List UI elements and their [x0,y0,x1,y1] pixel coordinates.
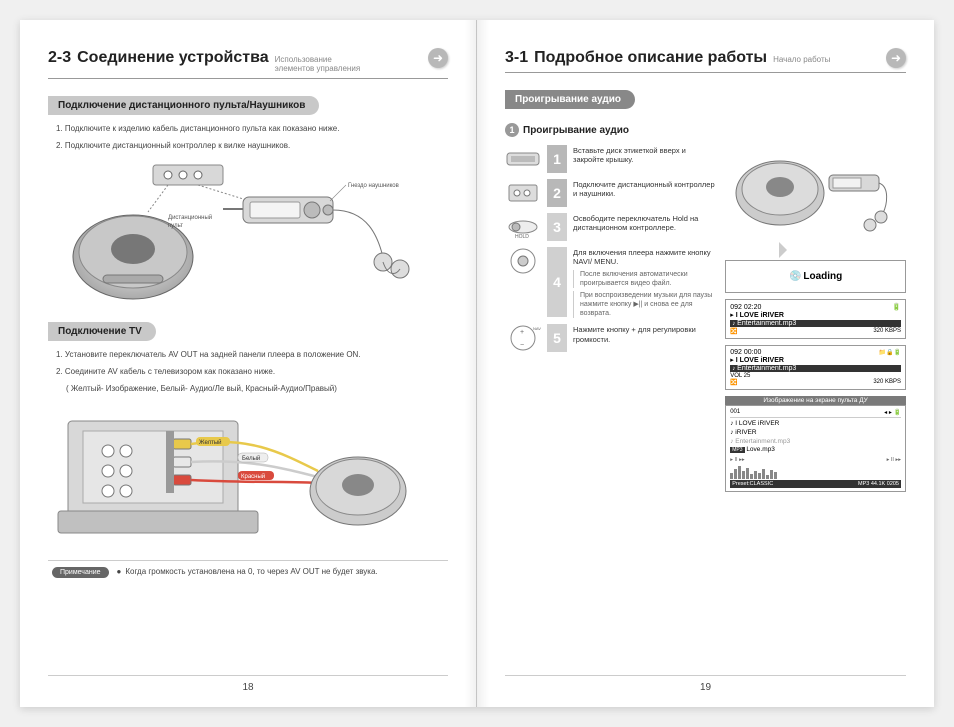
section-title: Соединение устройства [77,49,269,67]
step-num-1: 1 [547,145,567,173]
step4-sub2: При воспроизведении музыки для паузы наж… [573,291,717,318]
device-illustration [725,145,895,235]
page-19: 3-1 Подробное описание работы Начало раб… [477,20,934,707]
section-bar-tv: Подключение TV [48,322,156,341]
svg-text:NAVI: NAVI [533,326,541,331]
svg-text:Белый: Белый [242,455,260,462]
step-text-5: Нажмите кнопку + для регулировки громкос… [573,324,717,344]
svg-text:Красный: Красный [241,473,265,480]
step-2: 2 Подключите дистанционный контроллер и … [505,179,717,207]
screen-loading: 💿 Loading [725,260,906,293]
svg-text:пульт: пульт [168,223,183,229]
svg-text:−: − [520,342,524,349]
svg-text:Желтый: Желтый [199,439,222,446]
step-text-3: Освободите переключатель Hold на дистанц… [573,213,717,233]
step-num-4: 4 [547,247,567,317]
instr-2-3: ( Желтый- Изображение, Белый- Аудио/Ле в… [66,383,448,394]
header-left: 2-3 Соединение устройства Использование … [48,48,448,79]
subhead-num: 1 [505,123,519,137]
subhead-row: 1 Проигрывание аудио [505,123,906,137]
svg-text:HOLD: HOLD [515,234,529,239]
step-text-4: Для включения плеера нажмите кнопку NAVI… [573,247,717,318]
page-spread: 2-3 Соединение устройства Использование … [20,20,934,707]
illustration-tv: Желтый Белый Красный [48,401,448,546]
step-5: + − NAVI 5 Нажмите кнопку + для регулировк… [505,324,717,352]
instr-1-2: 2. Подключите дистанционный контроллер к… [56,140,448,151]
svg-text:+: + [520,329,524,336]
instr-2-2: 2. Соедините AV кабель с телевизором как… [56,366,448,377]
step-4: 4 Для включения плеера нажмите кнопку NA… [505,247,717,318]
screen-list: 001◂ ▸ 🔋 ♪ I LOVE iRIVER ♪ iRIVER ♪ Ente… [725,405,906,492]
steps-column: 1 Вставьте диск этикеткой вверх и закрой… [505,145,717,498]
step-3: HOLD 3 Освободите переключатель Hold на … [505,213,717,241]
subhead-text: Проигрывание аудио [523,125,629,136]
screen-play-b: 092 00:00📁🔒🔋 ▸ I LOVE iRIVER ♪ Entertain… [725,345,906,390]
label-remote: Дистанционный [168,214,212,221]
step-num-2: 2 [547,179,567,207]
step-text-2: Подключите дистанционный контроллер и на… [573,179,717,199]
section-number: 2-3 [48,49,71,67]
screens-column: 💿 Loading 092 02:20🔋 ▸ I LOVE iRIVER ♪ E… [725,145,906,498]
step-num-5: 5 [547,324,567,352]
section-number-r: 3-1 [505,49,528,67]
note-row: Примечание ● Когда громкость установлена… [52,567,448,578]
screen-caption: Изображение на экране пульта ДУ [725,396,906,405]
section-bar-audio: Проигрывание аудио [505,90,635,109]
illustration-remote: Дистанционный пульт Гнездо наушников [48,157,448,307]
note-text: Когда громкость установлена на 0, то чер… [125,567,377,576]
header-sub2: элементов управления [275,65,361,74]
instr-2-1: 1. Установите переключатель AV OUT на за… [56,349,448,360]
header-sub-r: Начало работы [773,55,830,64]
instr-1-1: 1. Подключите к изделию кабель дистанцио… [56,123,448,134]
note-pill: Примечание [52,567,109,578]
page-number-left: 18 [48,675,448,693]
page-number-right: 19 [505,675,906,693]
screen-play-a: 092 02:20🔋 ▸ I LOVE iRIVER ♪ Entertainme… [725,299,906,339]
section-title-r: Подробное описание работы [534,49,767,67]
step-1: 1 Вставьте диск этикеткой вверх и закрой… [505,145,717,173]
page-18: 2-3 Соединение устройства Использование … [20,20,477,707]
section-bar-remote: Подключение дистанционного пульта/Наушни… [48,96,319,115]
arrow-icon: ➜ [886,48,906,68]
arrow-icon: ➜ [428,48,448,68]
eq-bars [730,465,901,479]
step-num-3: 3 [547,213,567,241]
step4-sub1: После включения автоматически проигрывае… [573,270,717,288]
label-jack: Гнездо наушников [348,183,399,189]
triangle-sep-icon [779,242,787,258]
step-text-1: Вставьте диск этикеткой вверх и закройте… [573,145,717,165]
header-right: 3-1 Подробное описание работы Начало раб… [505,48,906,73]
